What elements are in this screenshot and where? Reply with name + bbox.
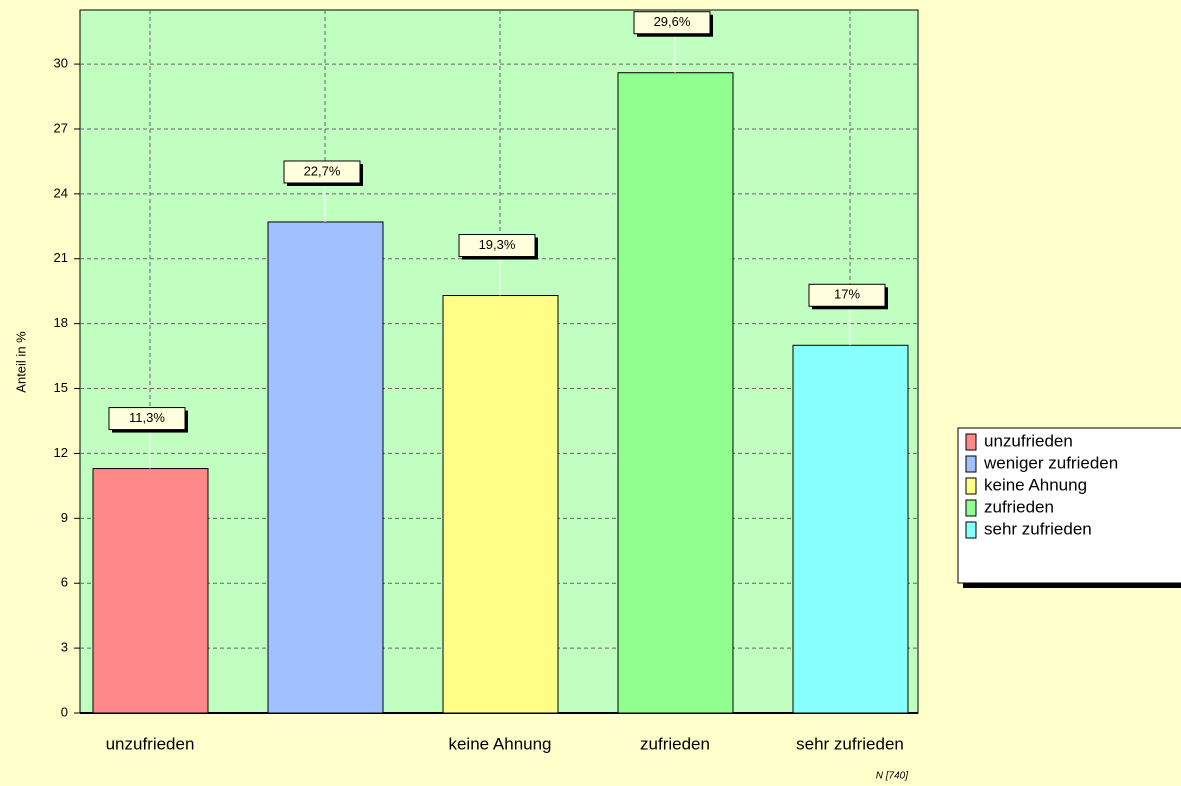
y-tick-label: 6	[61, 575, 68, 590]
y-tick-label: 9	[61, 510, 68, 525]
legend-label: weniger zufrieden	[983, 453, 1118, 472]
bar	[617, 72, 734, 714]
legend-swatch	[965, 433, 977, 451]
label-box	[108, 407, 186, 431]
label-box	[808, 283, 886, 307]
legend-swatch	[965, 499, 977, 517]
y-tick-label: 15	[54, 380, 68, 395]
legend-label: keine Ahnung	[984, 475, 1087, 494]
x-tick-label: zufrieden	[640, 734, 710, 753]
legend-box	[957, 427, 1181, 584]
y-tick-label: 12	[54, 445, 68, 460]
y-tick-label: 3	[61, 640, 68, 655]
x-tick-label: keine Ahnung	[448, 734, 551, 753]
legend-label: zufrieden	[984, 497, 1054, 516]
legend-label: sehr zufrieden	[984, 519, 1092, 538]
bar	[92, 468, 209, 714]
footnote: N [740]	[876, 771, 908, 782]
value-label: 22,7%	[304, 163, 341, 178]
y-tick-label: 27	[54, 120, 68, 135]
y-tick-label: 24	[54, 185, 68, 200]
bar	[267, 221, 384, 714]
label-box	[458, 234, 536, 258]
legend-swatch	[965, 455, 977, 473]
y-tick-label: 21	[54, 250, 68, 265]
y-tick-label: 18	[54, 315, 68, 330]
value-label: 19,3%	[479, 237, 516, 252]
value-label: 17%	[834, 287, 860, 302]
y-tick-label: 0	[61, 704, 68, 719]
y-tick-label: 30	[54, 56, 68, 71]
legend-label: unzufrieden	[984, 431, 1073, 450]
x-tick-label: unzufrieden	[106, 734, 195, 753]
x-tick-label: sehr zufrieden	[796, 734, 904, 753]
label-box	[283, 160, 361, 184]
legend-swatch	[965, 521, 977, 539]
bar	[442, 295, 559, 714]
value-label: 29,6%	[654, 14, 691, 29]
legend-swatch	[965, 477, 977, 495]
value-label: 11,3%	[129, 410, 165, 425]
label-box	[633, 11, 711, 35]
bar	[792, 344, 909, 714]
y-axis-label: Anteil in %	[13, 331, 28, 393]
